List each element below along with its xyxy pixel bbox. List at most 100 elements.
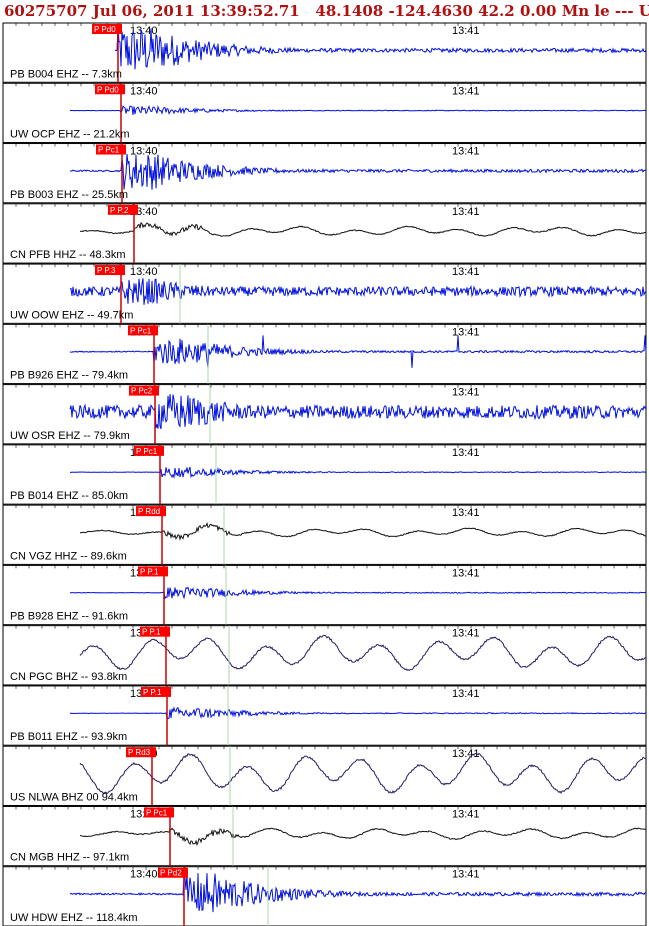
pick-marker[interactable] <box>96 144 126 155</box>
pick-marker[interactable] <box>92 24 122 34</box>
station-label: PB B928 EHZ -- 91.6km <box>10 611 128 623</box>
trace-row: 13:40 13:41P P.2CN PFB HHZ -- 48.3km <box>2 203 647 264</box>
time-mark-label: 13:41 <box>452 266 480 278</box>
pick-marker[interactable] <box>140 626 170 637</box>
station-label: UW OSR EHZ -- 79.9km <box>10 430 130 442</box>
waveform-trace <box>79 752 647 795</box>
pick-label: P Pc1 <box>136 447 158 456</box>
waveform-trace <box>69 153 647 190</box>
time-mark-label: 13:41 <box>452 447 480 459</box>
pick-label: P Pc2 <box>131 387 153 396</box>
pick-marker[interactable] <box>138 566 168 577</box>
trace-frame <box>2 82 647 144</box>
trace-frame <box>2 564 647 626</box>
pick-marker[interactable] <box>95 84 125 95</box>
waveform-trace <box>69 278 647 305</box>
station-label: PB B003 EHZ -- 25.5km <box>10 189 128 201</box>
time-mark-label: 13:41 <box>452 387 480 399</box>
pick-label: P P.3 <box>97 266 116 275</box>
waveform-trace <box>69 872 647 913</box>
trace-frame <box>2 263 647 324</box>
time-mark-label: 13:41 <box>452 206 480 218</box>
station-label: CN PFB HHZ -- 48.3km <box>10 249 126 261</box>
pick-marker[interactable] <box>128 325 158 336</box>
pick-marker[interactable] <box>141 686 171 697</box>
time-mark-label: 13:41 <box>452 869 480 881</box>
time-mark-label: 13:41 <box>452 326 480 338</box>
pick-label: P Rd3 <box>128 748 151 757</box>
pick-label: P Pd2 <box>160 869 182 878</box>
trace-frame <box>2 866 647 926</box>
time-mark-label: 13:40 <box>130 85 158 97</box>
trace-frame <box>2 625 647 686</box>
waveform-trace <box>79 521 647 542</box>
time-mark-label: 13:41 <box>452 85 480 97</box>
waveform-trace <box>70 586 647 600</box>
time-mark-label: 13:41 <box>452 748 480 760</box>
pick-label: P P.2 <box>110 206 129 215</box>
pick-label: P Pd0 <box>97 85 119 94</box>
trace-frame <box>2 745 647 806</box>
waveform-trace <box>79 634 647 671</box>
time-mark-label: 13:40 <box>130 869 158 881</box>
pick-marker[interactable] <box>134 445 164 456</box>
trace-frame <box>2 805 647 867</box>
time-mark-label: 13:41 <box>452 146 480 158</box>
time-mark-label: 13:41 <box>452 688 480 700</box>
station-label: PB B926 EHZ -- 79.4km <box>10 370 128 382</box>
trace-row: 13:40 13:41 P P.3 UW OOW EHZ -- 49.7km <box>2 263 647 324</box>
station-label: CN MGB HHZ -- 97.1km <box>10 852 129 864</box>
waveform-trace <box>69 394 647 430</box>
pick-label: P P.1 <box>142 628 161 637</box>
station-label: PB B014 EHZ -- 85.0km <box>10 490 128 502</box>
trace-frame <box>2 22 647 83</box>
trace-row: 13:40 13:41 P Pc1 PB B003 EHZ -- 25.5km <box>2 143 647 204</box>
station-label: PB B011 EHZ -- 93.9km <box>10 731 127 743</box>
waveform-trace <box>79 221 647 237</box>
time-mark-label: 13:40 <box>130 146 158 158</box>
trace-frame <box>2 444 647 505</box>
station-label: PB B004 EHZ -- 7.3km <box>10 68 122 80</box>
pick-marker[interactable] <box>95 265 125 276</box>
waveform-trace <box>114 26 647 70</box>
pick-marker[interactable] <box>126 747 156 758</box>
time-mark-label: 13:41 <box>452 628 480 640</box>
pick-marker[interactable] <box>129 385 159 396</box>
trace-frame <box>2 685 647 746</box>
pick-marker[interactable] <box>158 867 188 878</box>
time-mark-label: 13:41 <box>452 808 480 820</box>
waveform-trace <box>69 335 647 368</box>
waveform-trace <box>70 466 647 480</box>
pick-label: P P.1 <box>140 567 159 576</box>
time-mark-label: 13:41 <box>452 567 480 579</box>
pick-marker[interactable] <box>136 506 166 517</box>
station-label: CN PGC BHZ -- 93.8km <box>10 671 127 683</box>
pick-marker[interactable] <box>108 204 138 215</box>
time-mark-label: 13:41 <box>452 25 480 37</box>
event-header: 60275707 Jul 06, 2011 13:39:52.71 48.140… <box>4 2 649 20</box>
trace-frame <box>2 143 647 204</box>
waveform-trace <box>69 706 647 720</box>
pick-marker[interactable] <box>144 807 174 818</box>
time-mark-label: 13:40 <box>130 266 158 278</box>
pick-label: P Pc1 <box>130 326 152 335</box>
pick-label: P Pd0 <box>94 25 116 34</box>
station-label: CN VGZ HHZ -- 89.6km <box>10 550 127 562</box>
trace-frame <box>2 504 647 565</box>
pick-label: P Pc1 <box>98 146 120 155</box>
pick-label: P P.1 <box>143 688 162 697</box>
trace-row: 13:40 13:41 P Pd2 UW HDW EHZ -- 118.4km <box>2 866 647 926</box>
station-label: US NLWA BHZ 00 94.4km <box>10 791 138 803</box>
station-label: UW OOW EHZ -- 49.7km <box>10 309 133 321</box>
time-mark-label: 13:41 <box>452 507 480 519</box>
station-label: UW OCP EHZ -- 21.2km <box>10 129 130 141</box>
